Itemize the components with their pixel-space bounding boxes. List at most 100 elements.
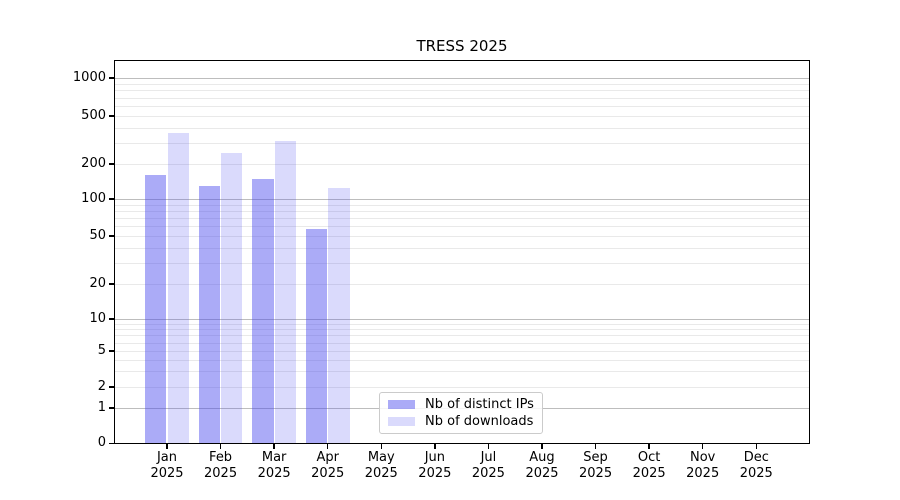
- y-tick-label: 100: [81, 191, 106, 206]
- month-label: Jun: [424, 450, 445, 465]
- gridline-minor: [114, 335, 810, 337]
- gridline-minor: [114, 351, 810, 352]
- y-tick-label: 10: [89, 311, 106, 326]
- month-label: Sep: [583, 450, 608, 465]
- year-label: 2025: [579, 465, 613, 481]
- x-tick-label: Sep 2025: [564, 450, 628, 481]
- x-tick-label: Feb 2025: [189, 450, 253, 481]
- gridline-minor: [114, 329, 810, 331]
- gridline-minor: [114, 218, 810, 220]
- month-label: Jan: [156, 450, 178, 465]
- bar-downloads: [274, 141, 297, 444]
- gridline-major: [114, 318, 810, 320]
- gridline-minor: [114, 236, 810, 237]
- x-axis-tick: [702, 444, 704, 449]
- x-axis-tick: [648, 444, 650, 449]
- gridline-minor: [114, 359, 810, 361]
- y-axis-tick: [109, 115, 114, 117]
- x-tick-label: Mar 2025: [242, 450, 306, 481]
- year-label: 2025: [311, 465, 345, 481]
- y-axis-tick: [109, 386, 114, 388]
- year-label: 2025: [686, 465, 720, 481]
- legend-item-downloads: Nb of downloads: [380, 414, 542, 429]
- y-tick-label: 1: [97, 400, 106, 415]
- y-tick-label: 200: [81, 156, 106, 171]
- gridline-minor: [114, 284, 810, 285]
- x-tick-label: Jan 2025: [135, 450, 199, 481]
- x-axis-tick: [434, 444, 436, 449]
- plot-area: 0 1 2 5 10 20 50 100 200 500 1000 Jan 2025 Feb 2025 Mar…: [73, 60, 810, 481]
- month-label: Dec: [743, 450, 769, 465]
- x-axis-tick: [327, 444, 329, 449]
- y-axis-tick: [109, 163, 114, 165]
- bar-downloads: [328, 187, 350, 444]
- gridline-minor: [114, 371, 810, 373]
- x-axis-tick: [273, 444, 275, 449]
- gridline-minor: [114, 83, 810, 85]
- x-axis-tick: [219, 444, 222, 449]
- year-label: 2025: [364, 465, 398, 481]
- legend-label-downloads: Nb of downloads: [425, 414, 534, 430]
- month-label: Apr: [316, 450, 339, 465]
- bar-distinct-ips: [145, 174, 167, 444]
- year-label: 2025: [739, 465, 773, 481]
- month-label: Feb: [209, 450, 233, 465]
- gridline-minor: [114, 262, 810, 264]
- month-label: May: [367, 450, 395, 465]
- y-axis-tick: [109, 407, 114, 409]
- gridline-minor: [114, 247, 810, 249]
- year-label: 2025: [471, 465, 505, 481]
- x-tick-label: Oct 2025: [617, 450, 681, 481]
- x-axis-tick: [755, 444, 757, 449]
- gridline-minor: [114, 387, 810, 388]
- gridline-major: [114, 198, 810, 200]
- x-tick-label: Nov 2025: [671, 450, 735, 481]
- y-tick-label: 50: [89, 228, 106, 243]
- axis-spine-bottom: [114, 442, 810, 445]
- bar-distinct-ips: [198, 185, 221, 444]
- gridline-major: [114, 77, 810, 79]
- gridline-minor: [114, 142, 810, 144]
- x-tick-label: Aug 2025: [510, 450, 574, 481]
- x-tick-label: Apr 2025: [296, 450, 360, 481]
- y-tick-label: 5: [97, 343, 106, 358]
- y-axis-tick: [109, 235, 114, 237]
- x-axis-tick: [541, 444, 543, 449]
- year-label: 2025: [632, 465, 666, 481]
- x-tick-label: May 2025: [349, 450, 413, 481]
- legend-swatch-distinct-ips: [388, 399, 415, 409]
- y-tick-label: 500: [81, 108, 106, 123]
- gridline-minor: [114, 97, 810, 99]
- y-axis-tick: [109, 442, 114, 444]
- bar-downloads: [221, 152, 243, 444]
- legend-label-distinct-ips: Nb of distinct IPs: [425, 396, 534, 412]
- year-label: 2025: [204, 465, 238, 481]
- x-tick-label: Jun 2025: [403, 450, 467, 481]
- y-tick-label: 20: [89, 276, 106, 291]
- bar-distinct-ips: [252, 178, 274, 444]
- month-label: Jul: [480, 450, 497, 465]
- bar-downloads: [167, 133, 189, 444]
- gridline-minor: [114, 342, 810, 344]
- x-axis-tick: [487, 444, 490, 449]
- x-tick-label: Dec 2025: [724, 450, 788, 481]
- gridline-minor: [114, 204, 810, 206]
- legend-item-distinct-ips: Nb of distinct IPs: [380, 397, 542, 412]
- gridline-minor: [114, 323, 810, 325]
- gridline-minor: [114, 106, 810, 107]
- month-label: Mar: [261, 450, 287, 465]
- axis-spine-right: [808, 60, 810, 444]
- axis-spine-left: [114, 60, 116, 444]
- year-label: 2025: [257, 465, 291, 481]
- axis-spine-top: [114, 60, 810, 62]
- y-tick-label: 1000: [72, 70, 106, 85]
- y-axis-tick: [109, 283, 114, 285]
- bar-distinct-ips: [305, 229, 328, 444]
- y-axis-tick: [109, 198, 114, 200]
- gridline-minor: [114, 164, 810, 165]
- gridline-minor: [114, 116, 810, 117]
- gridline-minor: [114, 210, 810, 212]
- year-label: 2025: [418, 465, 452, 481]
- y-axis-tick: [109, 77, 114, 79]
